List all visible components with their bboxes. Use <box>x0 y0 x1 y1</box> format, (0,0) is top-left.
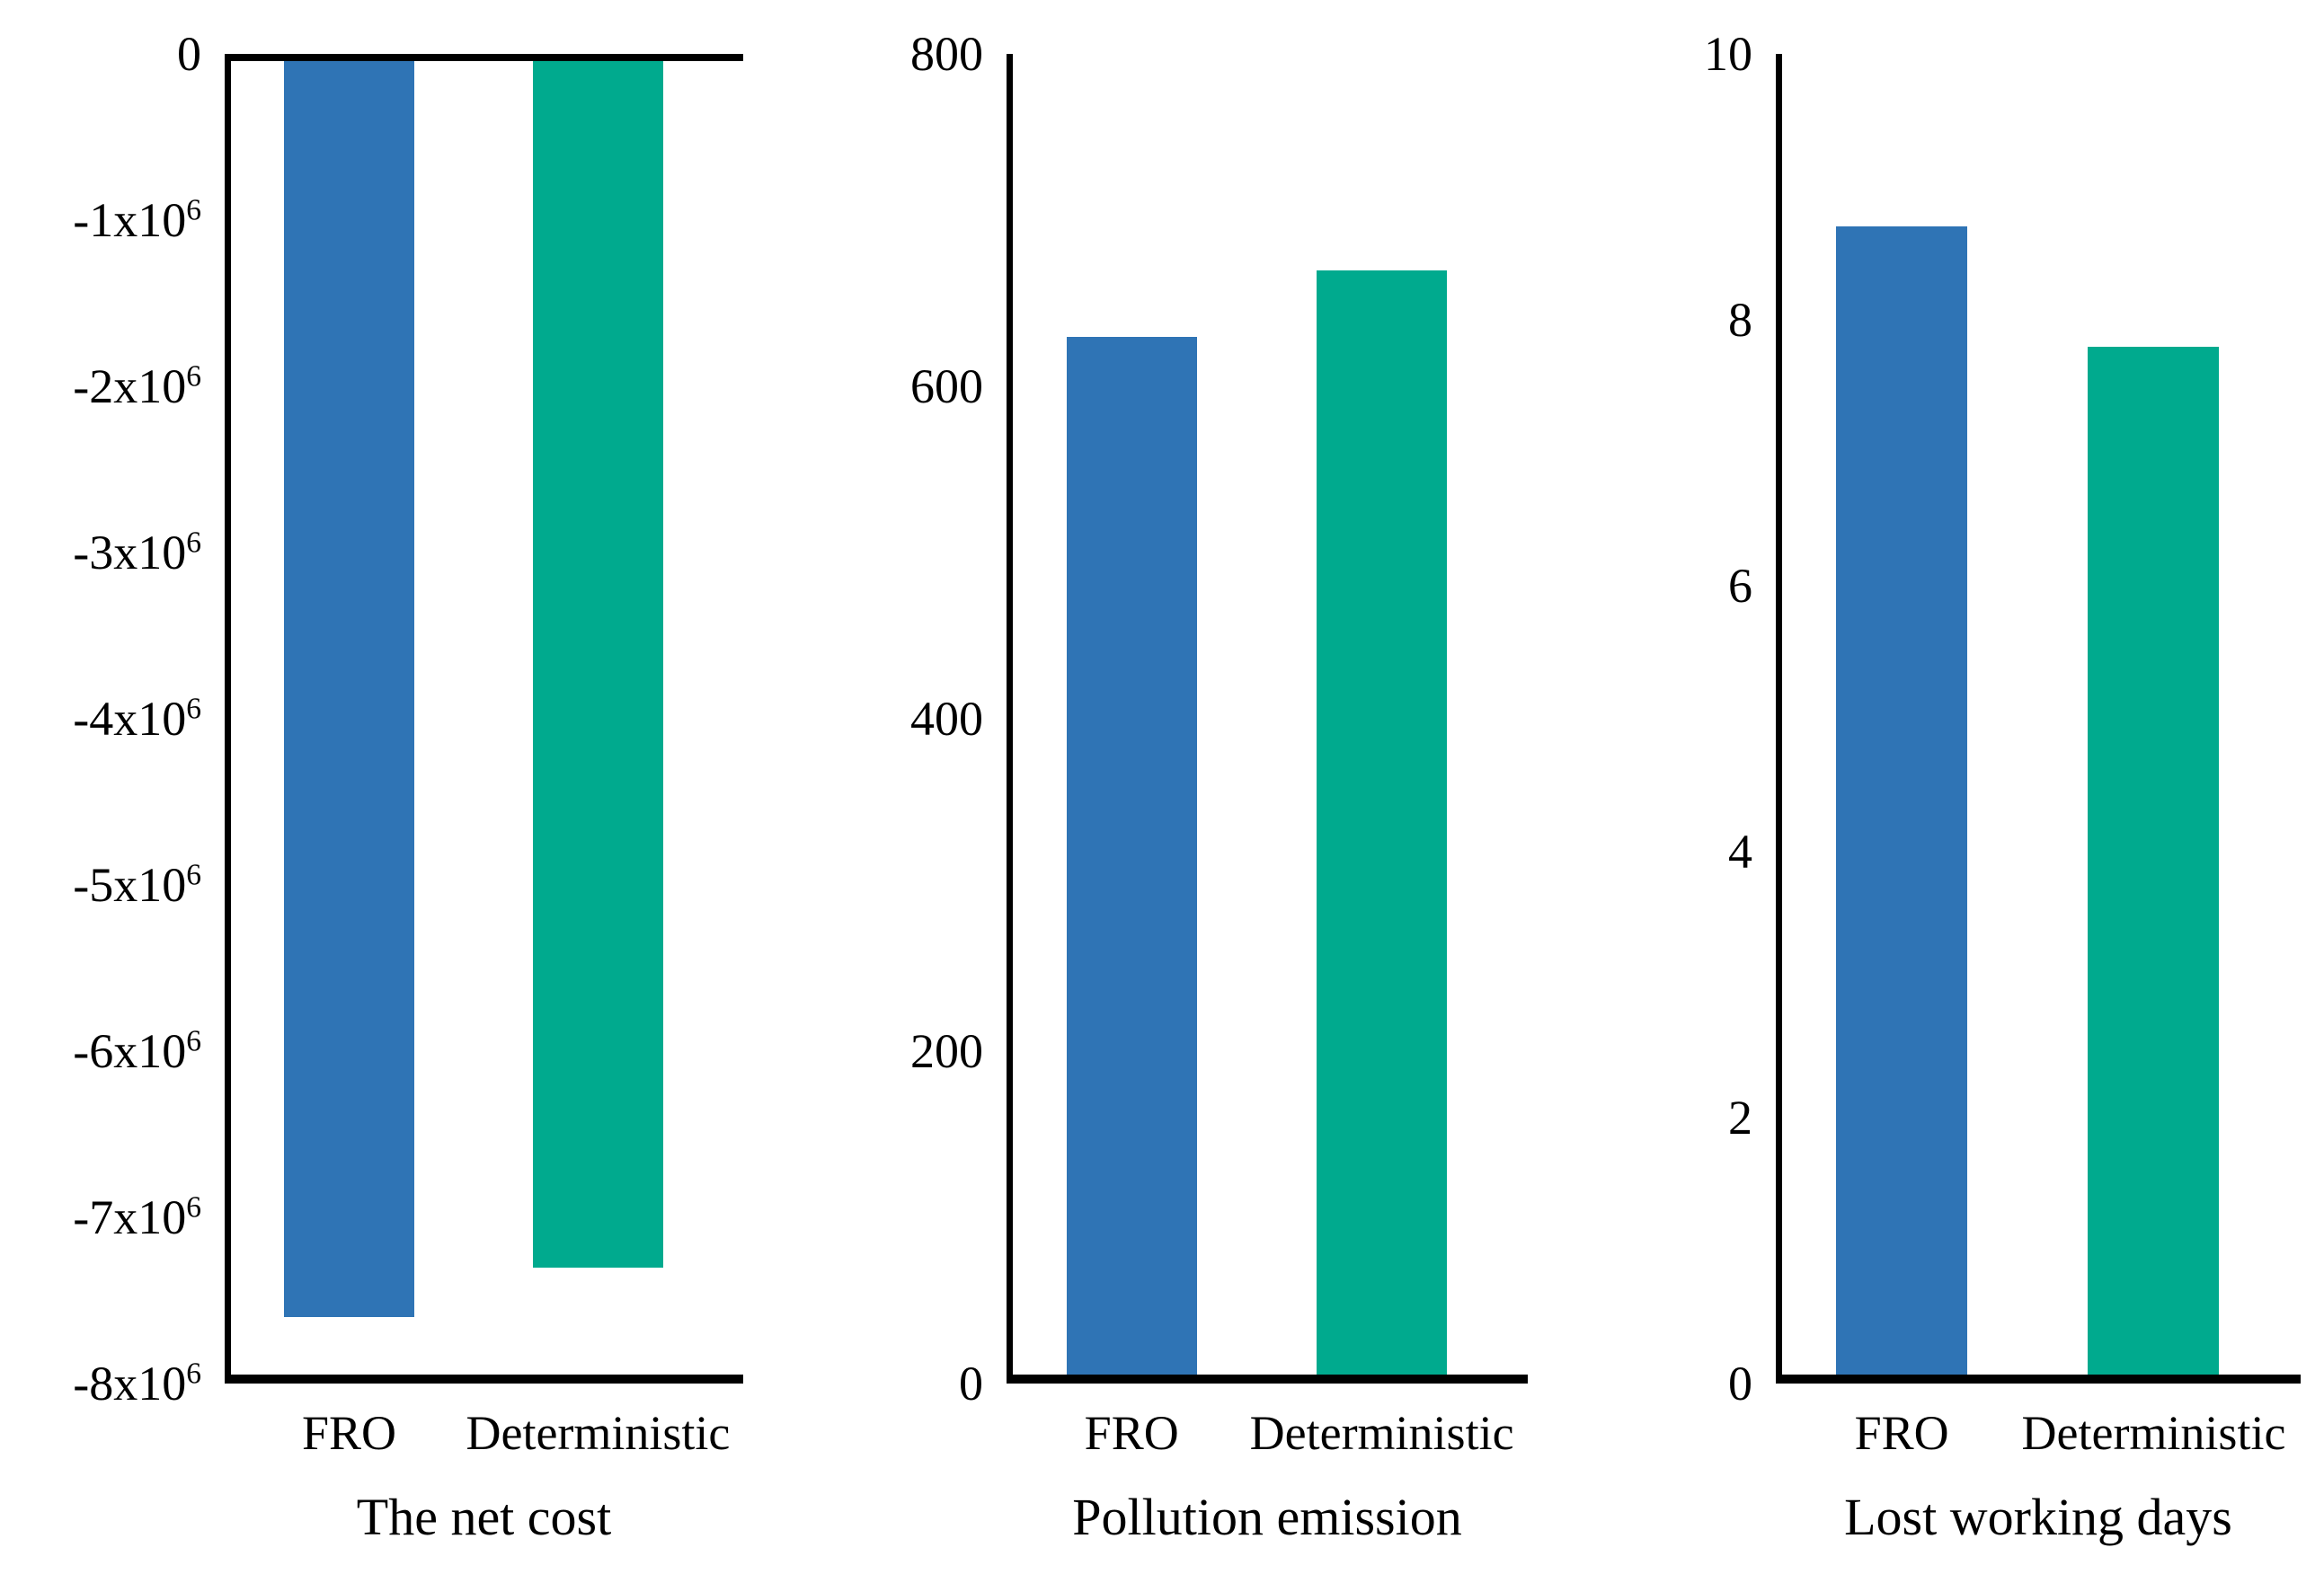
y-tick-label: -5x106 <box>73 858 201 912</box>
category-labels: FRO Deterministic <box>225 1384 743 1491</box>
y-tick-label: 0 <box>177 27 201 81</box>
chart-panel-pollution-emission: 800 600 400 200 0 FRO Deterministic Pollution… <box>910 30 1528 1546</box>
y-tick-label: -1x106 <box>73 193 201 247</box>
tick-exponent: 6 <box>186 1357 201 1391</box>
category-labels: FRO Deterministic <box>1007 1384 1528 1491</box>
y-tick-label: -4x106 <box>73 692 201 746</box>
bar-deterministic <box>2088 346 2220 1384</box>
y-axis-tick-labels: 10 8 6 4 2 0 <box>1465 30 1752 1408</box>
chart-panel-net-cost: 0 -1x106 -2x106 -3x106 -4x106 -5x106 -6x106 -7x… <box>73 30 743 1546</box>
y-tick-label: 10 <box>1704 27 1752 81</box>
plot-area <box>225 54 743 1384</box>
y-tick-label: 400 <box>910 692 983 746</box>
y-tick-label: 600 <box>910 359 983 413</box>
bar-deterministic <box>533 54 663 1268</box>
x-axis-line <box>1776 1375 2301 1384</box>
bar-fro <box>284 54 414 1317</box>
plot-area <box>1007 54 1528 1384</box>
y-tick-label: -3x106 <box>73 526 201 579</box>
tick-exponent: 6 <box>186 193 201 227</box>
tick-exponent: 6 <box>186 1024 201 1058</box>
tick-exponent: 6 <box>186 359 201 394</box>
y-tick-label: 8 <box>1728 293 1752 347</box>
chart-title: The net cost <box>356 1488 612 1546</box>
category-label-fro: FRO <box>1854 1406 1949 1460</box>
tick-exponent: 6 <box>186 526 201 560</box>
y-tick-label: 0 <box>959 1357 983 1410</box>
y-tick-label: 800 <box>910 27 983 81</box>
chart-title: Pollution emission <box>1072 1488 1462 1546</box>
category-label-deterministic: Deterministic <box>1249 1406 1514 1460</box>
zero-line <box>225 54 743 61</box>
bar-fro <box>1066 336 1197 1384</box>
y-tick-label: -6x106 <box>73 1024 201 1078</box>
x-axis-line <box>1007 1375 1528 1384</box>
bar-deterministic <box>1317 270 1448 1384</box>
y-tick-label: -2x106 <box>73 359 201 413</box>
category-label-fro: FRO <box>1084 1406 1179 1460</box>
chart-panel-lost-working-days: 10 8 6 4 2 0 FRO Deterministic Lost working da… <box>1704 30 2301 1546</box>
y-axis-line <box>225 54 231 1384</box>
y-axis-line <box>1007 54 1013 1384</box>
y-tick-label: -7x106 <box>73 1190 201 1244</box>
y-tick-label: 2 <box>1728 1091 1752 1145</box>
tick-exponent: 6 <box>186 1190 201 1225</box>
bar-fro <box>1836 226 1968 1384</box>
tick-exponent: 6 <box>186 692 201 726</box>
y-tick-label: 0 <box>1728 1357 1752 1410</box>
tick-exponent: 6 <box>186 858 201 892</box>
category-label-deterministic: Deterministic <box>466 1406 731 1460</box>
y-axis-tick-labels: 800 600 400 200 0 <box>696 30 983 1408</box>
y-tick-label: -8x106 <box>73 1357 201 1410</box>
category-labels: FRO Deterministic <box>1776 1384 2301 1491</box>
category-label-fro: FRO <box>301 1406 396 1460</box>
y-tick-label: 4 <box>1728 825 1752 879</box>
chart-title: Lost working days <box>1844 1488 2232 1546</box>
y-tick-label: 6 <box>1728 559 1752 613</box>
x-axis-line <box>225 1375 743 1384</box>
y-axis-tick-labels: 0 -1x106 -2x106 -3x106 -4x106 -5x106 -6x106 -7x… <box>0 30 201 1408</box>
category-label-deterministic: Deterministic <box>2021 1406 2286 1460</box>
y-tick-label: 200 <box>910 1024 983 1078</box>
y-axis-line <box>1776 54 1782 1384</box>
plot-area <box>1776 54 2301 1384</box>
